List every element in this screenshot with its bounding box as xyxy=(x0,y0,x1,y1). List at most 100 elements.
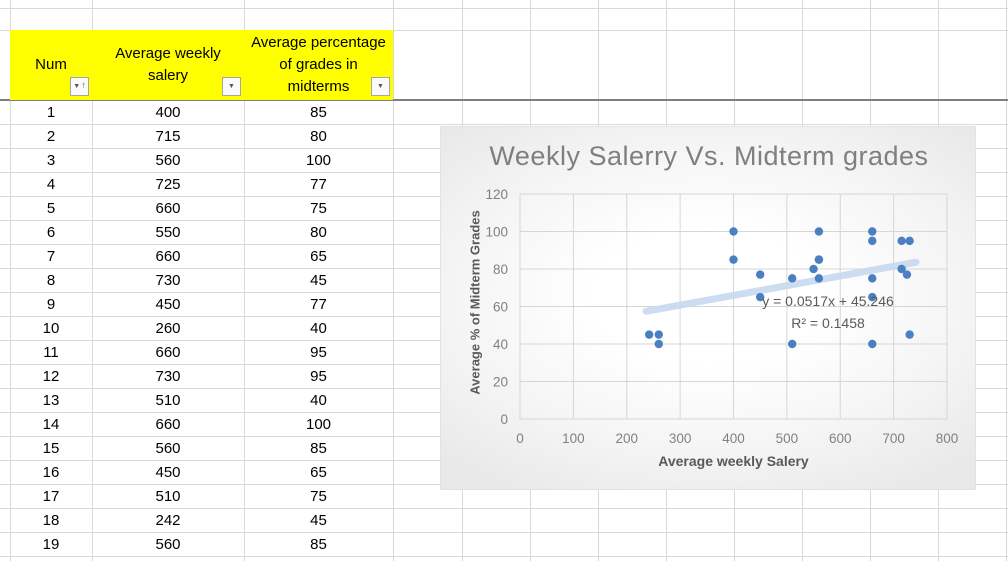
table-cell[interactable]: 560 xyxy=(155,535,181,553)
table-cell[interactable]: 730 xyxy=(155,367,181,385)
gridline xyxy=(0,508,1008,509)
column-header[interactable]: Average weekly salery ▼ xyxy=(92,30,244,100)
table-cell[interactable]: 75 xyxy=(310,487,327,505)
table-cell[interactable]: 10 xyxy=(42,319,60,337)
table-cell[interactable]: 15 xyxy=(42,439,60,457)
table-cell[interactable]: 400 xyxy=(155,103,181,121)
table-cell[interactable]: 660 xyxy=(155,343,181,361)
table-cell[interactable]: 40 xyxy=(310,319,327,337)
table-row: 19 560 85 xyxy=(0,532,1008,556)
table-cell[interactable]: 13 xyxy=(42,391,60,409)
table-row: 12 730 95 xyxy=(0,364,1008,388)
table-cell[interactable]: 510 xyxy=(155,487,181,505)
table-cell[interactable]: 85 xyxy=(310,535,327,553)
table-cell[interactable]: 65 xyxy=(310,247,327,265)
table-cell[interactable]: 1 xyxy=(46,103,56,121)
y-tick-label: 120 xyxy=(485,187,508,202)
y-tick-label: 0 xyxy=(500,412,508,427)
table-header: Num ▼ ↑ Average weekly salery ▼ Average perce… xyxy=(10,30,393,100)
table-cell[interactable]: 85 xyxy=(310,439,327,457)
table-cell[interactable]: 8 xyxy=(46,271,56,289)
table-row: 2 715 80 xyxy=(0,124,1008,148)
gridline xyxy=(0,8,1008,9)
data-point xyxy=(868,236,877,246)
y-tick-label: 40 xyxy=(493,337,508,352)
table-cell[interactable]: 660 xyxy=(155,199,181,217)
trendline-equation: y = 0.0517x + 45.246 xyxy=(762,293,894,309)
data-point xyxy=(814,227,824,236)
table-cell[interactable]: 45 xyxy=(310,511,327,529)
data-point xyxy=(729,255,738,264)
table-cell[interactable]: 77 xyxy=(310,295,327,313)
table-row: 1 400 85 xyxy=(0,100,1008,124)
table-cell[interactable]: 95 xyxy=(310,367,327,385)
table-cell[interactable]: 730 xyxy=(155,271,181,289)
filter-button[interactable]: ▼ xyxy=(222,77,241,96)
table-row: 8 730 45 xyxy=(0,268,1008,292)
table-row: 5 660 75 xyxy=(0,196,1008,220)
data-point xyxy=(897,236,906,246)
table-cell[interactable]: 5 xyxy=(46,199,56,217)
table-cell[interactable]: 7 xyxy=(46,247,56,265)
table-cell[interactable]: 85 xyxy=(310,103,327,121)
data-point xyxy=(814,274,824,283)
y-tick-label: 100 xyxy=(485,225,508,240)
table-row: 18 242 45 xyxy=(0,508,1008,532)
table-cell[interactable]: 77 xyxy=(310,175,327,193)
x-tick-label: 200 xyxy=(615,431,638,446)
table-cell[interactable]: 40 xyxy=(310,391,327,409)
table-cell[interactable]: 100 xyxy=(305,151,332,169)
data-point xyxy=(729,227,738,236)
table-cell[interactable]: 65 xyxy=(310,463,327,481)
table-cell[interactable]: 80 xyxy=(310,127,327,145)
table-cell[interactable]: 9 xyxy=(46,295,56,313)
table-cell[interactable]: 14 xyxy=(42,415,60,433)
table-cell[interactable]: 450 xyxy=(155,463,181,481)
table-cell[interactable]: 12 xyxy=(42,367,60,385)
table-row: 17 510 75 xyxy=(0,484,1008,508)
data-point xyxy=(644,330,654,339)
column-header[interactable]: Average percentage of grades in midterms… xyxy=(244,30,393,100)
table-cell[interactable]: 19 xyxy=(42,535,60,553)
table-cell[interactable]: 100 xyxy=(305,415,332,433)
data-point xyxy=(897,264,906,274)
table-cell[interactable]: 16 xyxy=(42,463,60,481)
table-cell[interactable]: 95 xyxy=(310,343,327,361)
table-cell[interactable]: 660 xyxy=(155,415,181,433)
table-cell[interactable]: 725 xyxy=(155,175,181,193)
sort-ascending-arrow-icon: ↑ xyxy=(81,80,86,90)
table-cell[interactable]: 75 xyxy=(310,199,327,217)
table-cell[interactable]: 560 xyxy=(155,439,181,457)
table-cell[interactable]: 242 xyxy=(155,511,181,529)
table-cell[interactable]: 2 xyxy=(46,127,56,145)
table-cell[interactable]: 560 xyxy=(155,151,181,169)
table-cell[interactable]: 450 xyxy=(155,295,181,313)
data-point xyxy=(902,270,912,279)
table-cell[interactable]: 3 xyxy=(46,151,56,169)
table-cell[interactable]: 11 xyxy=(43,343,59,361)
table-cell[interactable]: 550 xyxy=(155,223,181,241)
table-row: 13 510 40 xyxy=(0,388,1008,412)
scatter-chart[interactable]: Weekly Salerry Vs. Midterm grades Averag… xyxy=(440,126,976,490)
data-point xyxy=(868,227,877,236)
filter-button[interactable]: ▼ xyxy=(371,77,390,96)
filter-button[interactable]: ▼ ↑ xyxy=(70,77,89,96)
table-cell[interactable]: 45 xyxy=(310,271,327,289)
gridline xyxy=(0,124,1008,125)
table-cell[interactable]: 17 xyxy=(42,487,60,505)
data-point xyxy=(654,330,663,339)
table-row: 15 560 85 xyxy=(0,436,1008,460)
table-cell[interactable]: 6 xyxy=(46,223,56,241)
data-point xyxy=(809,264,818,274)
x-tick-label: 300 xyxy=(669,431,692,446)
table-cell[interactable]: 260 xyxy=(155,319,181,337)
table-cell[interactable]: 715 xyxy=(155,127,181,145)
table-cell[interactable]: 4 xyxy=(46,175,56,193)
x-axis-title: Average weekly Salery xyxy=(658,453,809,469)
column-header[interactable]: Num ▼ ↑ xyxy=(10,30,92,100)
table-cell[interactable]: 660 xyxy=(155,247,181,265)
table-cell[interactable]: 18 xyxy=(42,511,60,529)
table-cell[interactable]: 510 xyxy=(155,391,181,409)
table-cell[interactable]: 80 xyxy=(310,223,327,241)
